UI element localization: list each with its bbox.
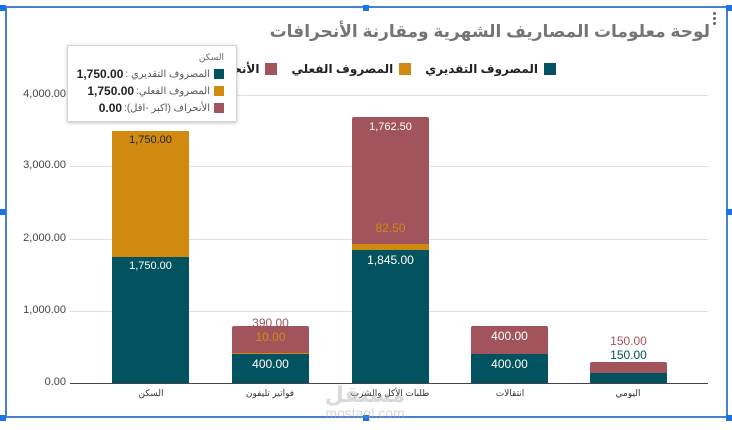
data-label: 150.00 bbox=[610, 348, 647, 362]
resize-handle-bottom-left[interactable] bbox=[0, 415, 6, 421]
gridline bbox=[70, 95, 708, 96]
resize-handle-top-left[interactable] bbox=[0, 5, 6, 11]
tooltip-label: الأنحراف (اكبر -اقل): bbox=[124, 102, 210, 114]
bar-segment-estimated[interactable] bbox=[590, 373, 667, 383]
tooltip-swatch-orange bbox=[214, 86, 224, 96]
x-axis-label: انتقالات bbox=[495, 388, 525, 398]
resize-handle-top[interactable] bbox=[363, 5, 369, 11]
tooltip-swatch-teal bbox=[214, 69, 224, 79]
bar-segment-variance[interactable] bbox=[232, 326, 309, 353]
legend-label: المصروف التقديري bbox=[425, 62, 538, 76]
x-axis-label: فواتير تليفون bbox=[245, 388, 295, 398]
data-label: 390.00 bbox=[252, 316, 289, 330]
data-label: 1,845.00 bbox=[367, 253, 414, 267]
tooltip-title: السكن bbox=[198, 52, 224, 62]
bar-segment-variance[interactable] bbox=[590, 362, 667, 373]
x-axis-label: اليومي bbox=[615, 388, 641, 398]
resize-handle-bottom[interactable] bbox=[363, 415, 369, 421]
tooltip-label: المصروف الفعلي: bbox=[136, 85, 210, 97]
kebab-menu-icon[interactable] bbox=[713, 12, 717, 27]
watermark-arabic: مستقل bbox=[324, 382, 406, 407]
tooltip-value: 1,750.00 bbox=[76, 67, 124, 81]
y-tick: 0.00 bbox=[44, 376, 66, 388]
data-label: 400.00 bbox=[491, 357, 528, 371]
tooltip-row: المصروف الفعلي: 1,750.00 bbox=[87, 84, 224, 98]
legend-label: المصروف الفعلي bbox=[291, 62, 394, 76]
resize-handle-top-right[interactable] bbox=[726, 5, 732, 11]
legend-swatch-orange bbox=[399, 63, 412, 75]
y-tick: 2,000.00 bbox=[23, 232, 66, 244]
data-label: 1,750.00 bbox=[129, 134, 172, 146]
resize-handle-right[interactable] bbox=[726, 209, 732, 215]
x-axis-baseline bbox=[70, 383, 708, 384]
legend-item-variance[interactable]: الأنحراف (اكبر -اقل) bbox=[236, 62, 278, 76]
data-label: 400.00 bbox=[491, 329, 528, 343]
x-axis-label: طلبات الأكل والشرب bbox=[350, 388, 430, 398]
tooltip-row: الأنحراف (اكبر -اقل): 0.00 bbox=[99, 101, 224, 115]
hover-tooltip: السكن المصروف التقديري : 1,750.00 المصرو… bbox=[67, 45, 237, 122]
bar-segment-actual[interactable] bbox=[352, 244, 429, 250]
legend-item-actual[interactable]: المصروف الفعلي bbox=[291, 62, 412, 76]
y-tick: 1,000.00 bbox=[23, 304, 66, 316]
watermark-latin: mostaql.com bbox=[325, 405, 405, 421]
tooltip-value: 1,750.00 bbox=[87, 84, 135, 98]
bar-segment-estimated[interactable] bbox=[232, 354, 309, 383]
tooltip-row: المصروف التقديري : 1,750.00 bbox=[77, 67, 224, 81]
legend-item-estimated[interactable]: المصروف التقديري bbox=[425, 62, 556, 76]
data-label: 400.00 bbox=[252, 357, 289, 371]
bar-segment-estimated[interactable] bbox=[352, 250, 429, 383]
watermark: مستقل mostaql.com bbox=[310, 382, 420, 422]
tooltip-swatch-red bbox=[214, 103, 224, 113]
bar-segment-actual[interactable] bbox=[112, 131, 189, 257]
data-label: 10.00 bbox=[255, 330, 286, 344]
resize-handle-left[interactable] bbox=[0, 209, 6, 215]
bar-segment-estimated[interactable] bbox=[112, 257, 189, 383]
data-label: 1,762.50 bbox=[369, 121, 412, 133]
data-label: 82.50 bbox=[375, 221, 406, 235]
tooltip-label: المصروف التقديري : bbox=[125, 68, 210, 80]
data-label: 1,750.00 bbox=[129, 260, 172, 272]
y-tick: 3,000.00 bbox=[23, 159, 66, 171]
legend-swatch-red bbox=[265, 63, 278, 75]
tooltip-value: 0.00 bbox=[98, 101, 123, 115]
chart-title: لوحة معلومات المصاريف الشهرية ومقارنة ال… bbox=[269, 22, 710, 41]
legend: المصروف التقديري المصروف الفعلي الأنحراف… bbox=[236, 58, 556, 78]
bar-segment-estimated[interactable] bbox=[471, 354, 548, 383]
bar-segment-variance[interactable] bbox=[352, 117, 429, 244]
legend-label: الأنحراف (اكبر -اقل) bbox=[236, 62, 260, 76]
x-axis-label: السكن bbox=[138, 388, 164, 398]
bar-segment-actual[interactable] bbox=[232, 353, 309, 354]
data-label: 150.00 bbox=[610, 334, 647, 348]
resize-handle-bottom-right[interactable] bbox=[726, 415, 732, 421]
legend-swatch-teal bbox=[544, 63, 556, 75]
y-tick: 4,000.00 bbox=[23, 88, 66, 100]
bar-segment-variance[interactable] bbox=[471, 326, 548, 354]
